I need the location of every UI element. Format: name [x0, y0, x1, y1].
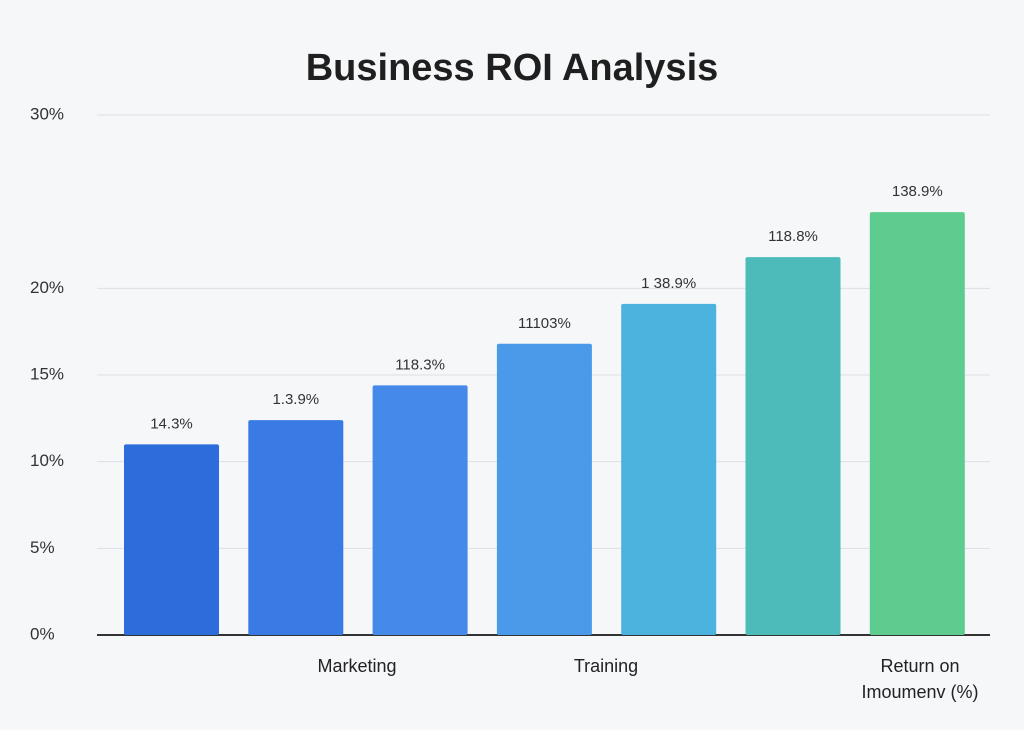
bar-annotation: 11103%	[518, 315, 571, 332]
bar-annotation: 14.3%	[150, 415, 193, 432]
chart-title: Business ROI Analysis	[306, 47, 719, 89]
bar	[621, 303, 717, 635]
y-tick-label: 10%	[30, 451, 64, 470]
bar-annotation: 118.3%	[395, 356, 445, 373]
bar	[372, 385, 468, 635]
bar-annotation: 1 38.9%	[641, 275, 696, 292]
x-label: Marketing	[317, 656, 396, 676]
bar	[124, 444, 219, 635]
bar	[745, 257, 841, 635]
x-label: Training	[574, 656, 638, 676]
y-tick-label: 20%	[30, 278, 64, 297]
y-tick-label: 30%	[30, 104, 64, 123]
x-axis-title: Imoumenv (%)	[861, 682, 978, 702]
y-tick-label: 15%	[30, 364, 64, 383]
bar	[496, 343, 592, 635]
bar-annotation: 1.3.9%	[272, 391, 319, 408]
x-axis-title: Return on	[880, 656, 959, 676]
bar	[869, 212, 965, 636]
bar-annotation: 138.9%	[892, 183, 943, 200]
bar	[248, 420, 344, 635]
bar-annotation: 118.8%	[768, 228, 818, 245]
y-tick-label: 0%	[30, 624, 55, 643]
y-tick-label: 5%	[30, 538, 55, 557]
